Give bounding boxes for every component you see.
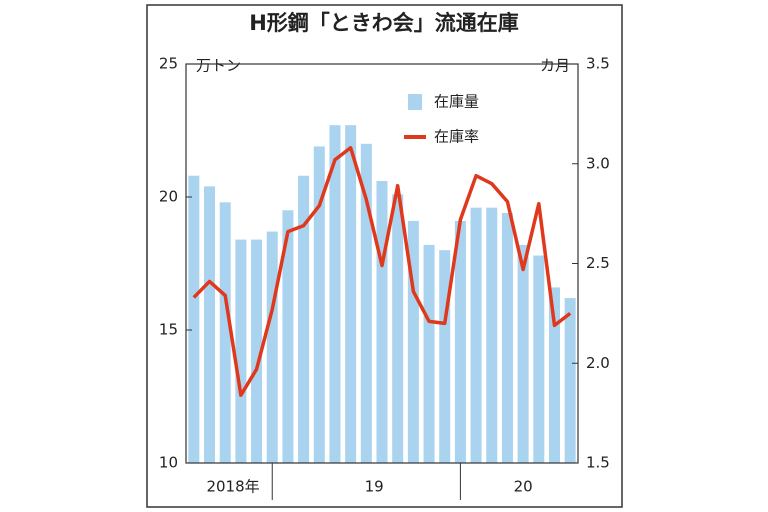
bar [407,220,419,463]
y-tick-label: 25 [159,55,178,73]
y2-tick-label: 3.5 [586,55,610,73]
bar [251,239,263,463]
bar [486,207,498,463]
bar [282,210,294,463]
bar [423,244,435,463]
bar [548,287,560,463]
bar [564,298,576,463]
x-group-label: 20 [514,478,533,496]
bar [298,175,310,463]
bar [517,244,529,463]
legend-swatch [408,94,422,110]
y2-tick-label: 1.5 [586,454,610,472]
legend-label: 在庫量 [434,93,479,111]
bar [392,194,404,463]
bar [345,125,357,464]
bar [188,175,200,463]
bar [219,202,231,463]
y-tick-label: 10 [159,454,178,472]
bar [439,250,451,463]
y2-tick-label: 2.0 [586,354,610,372]
bar [376,181,388,464]
bar [313,146,325,463]
bar [533,255,545,463]
x-group-label: 19 [365,478,384,496]
y-tick-label: 15 [159,321,178,339]
bar [266,231,278,463]
bar [360,143,372,464]
line [192,146,572,397]
bar [329,125,341,464]
bar [454,220,466,463]
legend-label: 在庫率 [434,128,479,146]
y-tick-label: 20 [159,188,178,206]
y2-tick-label: 2.5 [586,254,610,272]
bar [204,186,216,464]
y-unit: 万トン [196,57,241,75]
bar [501,212,513,463]
bar [235,239,247,463]
bar [470,207,482,463]
chart-title: H形鋼「ときわ会」流通在庫 [249,11,519,35]
y2-tick-label: 3.0 [586,154,610,172]
x-group-label: 2018年 [206,478,259,496]
y2-unit: カ月 [540,57,570,75]
